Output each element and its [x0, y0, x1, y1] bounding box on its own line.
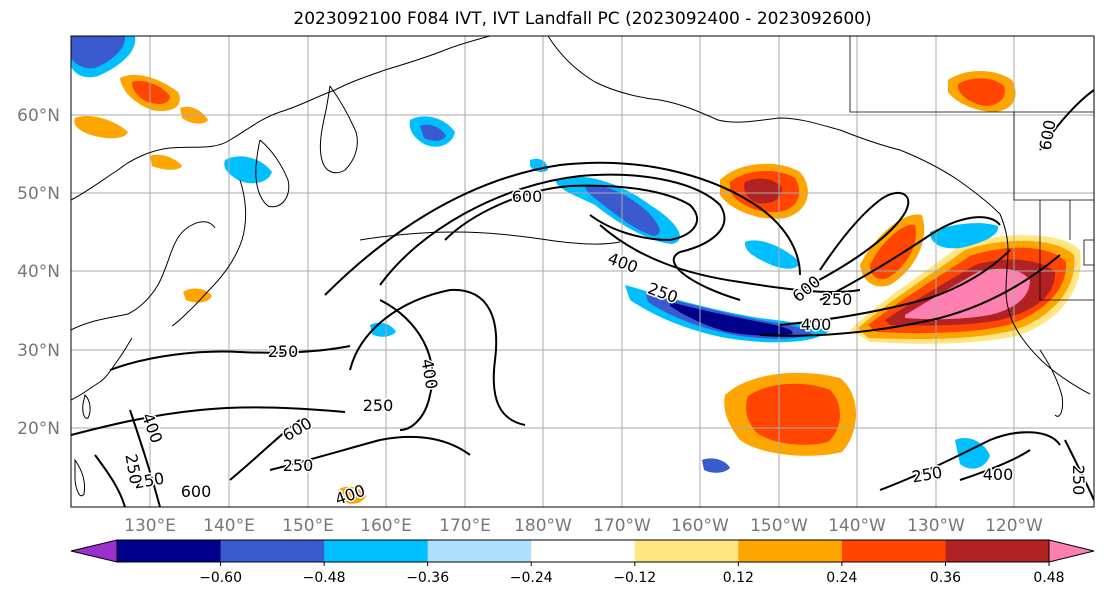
contour-250-tropics — [71, 406, 346, 436]
lat-tick-label: 20°N — [17, 419, 60, 439]
ivt-contours — [71, 89, 1094, 507]
contour-label: 250 — [1069, 465, 1088, 496]
contour-250-canada — [1039, 89, 1094, 151]
lon-tick-label: 170°W — [593, 516, 651, 536]
colorbar-extend-min — [70, 539, 118, 563]
lon-tick-layer: 130°E 140°E 150°E 160°E 170°E 180°W 170°W 160°W… — [124, 516, 1043, 536]
china-south-coast — [71, 337, 133, 401]
contour-label: 400 — [983, 465, 1014, 484]
colorbar-tick-label: 0.24 — [826, 570, 857, 586]
contour-250-far-east — [1064, 439, 1094, 501]
colorbar-extend-max — [1048, 539, 1095, 563]
colorbar-segment — [945, 540, 1050, 562]
kamchatka — [319, 85, 358, 174]
colorbar-segment — [634, 540, 739, 562]
colorbar-segment — [220, 540, 325, 562]
contour-250-south — [109, 345, 351, 371]
lon-tick-label: 180°W — [514, 516, 572, 536]
map-title: 2023092100 F084 IVT, IVT Landfall PC (20… — [293, 9, 872, 29]
contour-north-ring — [599, 224, 861, 293]
colorbar: −0.60 −0.48 −0.36 −0.24 −0.12 0.12 0.24 0.36 0.4… — [70, 539, 1095, 586]
contour-label: 600 — [512, 187, 543, 206]
okhotsk — [255, 139, 290, 208]
contour-400-east — [779, 249, 1011, 326]
colorbar-segment — [324, 540, 429, 562]
colorbar-segment — [531, 540, 636, 562]
lon-tick-label: 170°E — [439, 516, 491, 536]
map-panel — [71, 36, 1094, 507]
lon-tick-label: 130°W — [907, 516, 965, 536]
lon-tick-label: 160°E — [360, 516, 412, 536]
lon-tick-label: 150°E — [282, 516, 334, 536]
contour-250-middle — [349, 288, 526, 426]
lat-tick-label: 60°N — [17, 106, 60, 126]
lat-tick-label: 50°N — [17, 184, 60, 204]
colorbar-segment — [841, 540, 946, 562]
na-west-coast — [999, 213, 1091, 395]
philippines — [74, 458, 85, 497]
negative-region-core — [670, 302, 793, 336]
contour-400-jet — [379, 173, 741, 301]
coastlines — [71, 36, 1091, 497]
borders — [849, 36, 1094, 301]
aleutian-chain — [359, 231, 621, 245]
contour-400-se — [959, 449, 1031, 481]
colorbar-tick-label: 0.48 — [1033, 570, 1064, 586]
baja — [1039, 349, 1063, 417]
lon-tick-label: 140°E — [203, 516, 255, 536]
contour-label: 400 — [801, 315, 832, 334]
colorbar-tick-label: 0.36 — [930, 570, 961, 586]
contour-label: 250 — [268, 342, 299, 361]
colorbar-tick-label: −0.24 — [510, 570, 553, 586]
shading-layer — [71, 36, 1081, 504]
colorbar-segment — [117, 540, 222, 562]
alaska-coast — [547, 36, 1001, 215]
colorbar-segment — [738, 540, 843, 562]
colorbar-tick-label: −0.60 — [199, 570, 242, 586]
contour-250-tropic-center — [269, 435, 471, 471]
korea-china-coast — [71, 221, 216, 331]
colorbar-tick-label: −0.12 — [613, 570, 656, 586]
contour-label: 250 — [363, 396, 394, 415]
japan — [171, 179, 247, 327]
contour-400-south — [379, 299, 434, 431]
contour-600-east — [799, 191, 910, 291]
contour-600-east-inner — [819, 216, 1001, 301]
contour-250-east — [759, 254, 1061, 337]
lon-tick-label: 160°W — [671, 516, 729, 536]
contour-400-sw — [129, 409, 161, 507]
contour-600-jet — [444, 184, 699, 242]
lon-tick-label: 150°W — [750, 516, 808, 536]
colorbar-tick-label: −0.36 — [406, 570, 449, 586]
lon-tick-label: 120°W — [985, 516, 1043, 536]
map-frame — [70, 35, 1095, 508]
colorbar-frame — [116, 539, 1050, 563]
contour-250-se — [879, 431, 1061, 491]
asia-coast — [71, 36, 491, 201]
contour-250-sw — [94, 454, 126, 507]
lat-tick-label: 30°N — [17, 341, 60, 361]
contour-250-jet — [324, 161, 801, 296]
contour-600-tropics — [229, 419, 301, 481]
lat-tick-layer: 60°N 50°N 40°N 30°N 20°N — [17, 106, 60, 439]
contour-label: 600 — [181, 482, 212, 501]
lon-tick-label: 140°W — [828, 516, 886, 536]
colorbar-tick-label: −0.48 — [303, 570, 346, 586]
lat-tick-label: 40°N — [17, 262, 60, 282]
lon-tick-label: 130°E — [124, 516, 176, 536]
colorbar-segment — [427, 540, 532, 562]
contour-label: 250 — [283, 456, 314, 475]
taiwan — [82, 394, 91, 419]
colorbar-tick-label: 0.12 — [723, 570, 754, 586]
contour-label: 250 — [822, 290, 853, 309]
